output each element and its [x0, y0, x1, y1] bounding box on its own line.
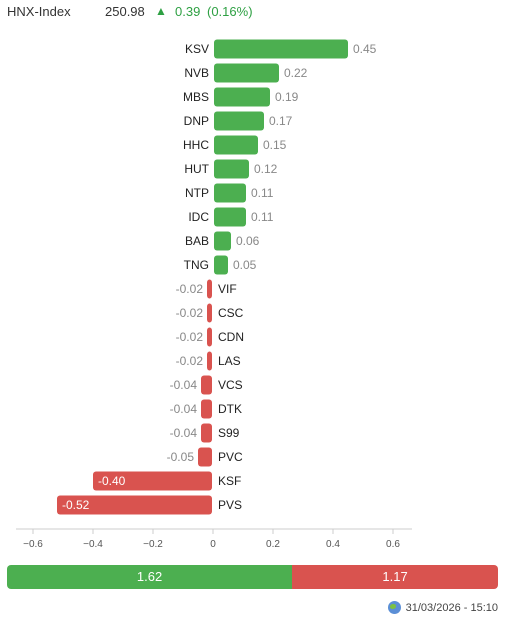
up-down-summary-bar: 1.62 1.17	[7, 565, 498, 589]
value-label-s99: -0.04	[170, 426, 198, 440]
symbol-label-mbs: MBS	[183, 90, 209, 104]
symbol-label-ksf: KSF	[218, 474, 241, 488]
bar-vif	[207, 279, 212, 299]
symbol-label-nvb: NVB	[184, 66, 209, 80]
bar-dtk	[201, 399, 212, 419]
bar-csc	[207, 303, 212, 323]
value-label-las: -0.02	[176, 354, 204, 368]
bar-mbs	[214, 87, 270, 107]
symbol-label-pvs: PVS	[218, 498, 242, 512]
summary-down-segment: 1.17	[292, 565, 498, 589]
symbol-label-cdn: CDN	[218, 330, 244, 344]
symbol-label-tng: TNG	[184, 258, 209, 272]
footer: 31/03/2026 - 15:10	[387, 601, 498, 614]
value-label-cdn: -0.02	[176, 330, 204, 344]
bar-hhc	[214, 135, 258, 155]
x-tick-label: −0.2	[143, 539, 163, 550]
value-label-csc: -0.02	[176, 306, 204, 320]
up-arrow-icon: ▲	[155, 4, 167, 18]
bar-nvb	[214, 63, 279, 83]
x-tick-label: 0.6	[386, 539, 400, 550]
bar-pvc	[198, 447, 212, 467]
timestamp: 31/03/2026 - 15:10	[405, 601, 498, 614]
symbol-label-csc: CSC	[218, 306, 244, 320]
bar-ksv	[214, 39, 348, 59]
value-label-dtk: -0.04	[170, 402, 198, 416]
symbol-label-dtk: DTK	[218, 402, 242, 416]
index-value: 250.98	[105, 4, 145, 19]
symbol-label-hut: HUT	[184, 162, 209, 176]
index-header: HNX-Index 250.98 ▲ 0.39 (0.16%)	[7, 4, 497, 22]
bar-bab	[214, 231, 231, 251]
value-label-bab: 0.06	[236, 234, 260, 248]
index-change-pct: (0.16%)	[207, 4, 253, 19]
symbol-label-ntp: NTP	[185, 186, 209, 200]
bar-idc	[214, 207, 246, 227]
value-label-pvs: -0.52	[62, 498, 90, 512]
symbol-label-vcs: VCS	[218, 378, 243, 392]
symbol-label-s99: S99	[218, 426, 240, 440]
summary-up-segment: 1.62	[7, 565, 293, 589]
x-tick-label: −0.6	[23, 539, 43, 550]
symbol-label-bab: BAB	[185, 234, 209, 248]
index-name: HNX-Index	[7, 4, 71, 19]
symbol-label-dnp: DNP	[184, 114, 209, 128]
value-label-dnp: 0.17	[269, 114, 293, 128]
globe-icon	[387, 601, 401, 614]
bar-vcs	[201, 375, 212, 395]
value-label-ntp: 0.11	[251, 186, 274, 200]
symbol-label-pvc: PVC	[218, 450, 243, 464]
value-label-ksf: -0.40	[98, 474, 126, 488]
bar-pvs	[57, 495, 212, 515]
value-label-idc: 0.11	[251, 210, 274, 224]
value-label-hhc: 0.15	[263, 138, 287, 152]
bar-s99	[201, 423, 212, 443]
bar-ntp	[214, 183, 246, 203]
x-tick-label: 0.4	[326, 539, 340, 550]
x-tick-label: 0	[210, 539, 216, 550]
value-label-pvc: -0.05	[167, 450, 195, 464]
value-label-hut: 0.12	[254, 162, 278, 176]
bar-dnp	[214, 111, 264, 131]
index-change: 0.39	[175, 4, 201, 19]
bar-ksf	[93, 471, 212, 491]
value-label-nvb: 0.22	[284, 66, 308, 80]
x-tick-label: −0.4	[83, 539, 103, 550]
bar-hut	[214, 159, 249, 179]
x-tick-label: 0.2	[266, 539, 280, 550]
value-label-mbs: 0.19	[275, 90, 299, 104]
bar-cdn	[207, 327, 212, 347]
bar-las	[207, 351, 212, 371]
symbol-label-vif: VIF	[218, 282, 237, 296]
contribution-bar-chart: KSV 0.45 NVB 0.22 MBS 0.19 DNP 0.17 HHC 0.15 HUT 0.…	[16, 39, 412, 550]
value-label-vif: -0.02	[176, 282, 204, 296]
symbol-label-idc: IDC	[188, 210, 209, 224]
symbol-label-hhc: HHC	[183, 138, 209, 152]
value-label-tng: 0.05	[233, 258, 257, 272]
bar-tng	[214, 255, 228, 275]
value-label-vcs: -0.04	[170, 378, 198, 392]
symbol-label-ksv: KSV	[185, 42, 209, 56]
symbol-label-las: LAS	[218, 354, 241, 368]
value-label-ksv: 0.45	[353, 42, 377, 56]
